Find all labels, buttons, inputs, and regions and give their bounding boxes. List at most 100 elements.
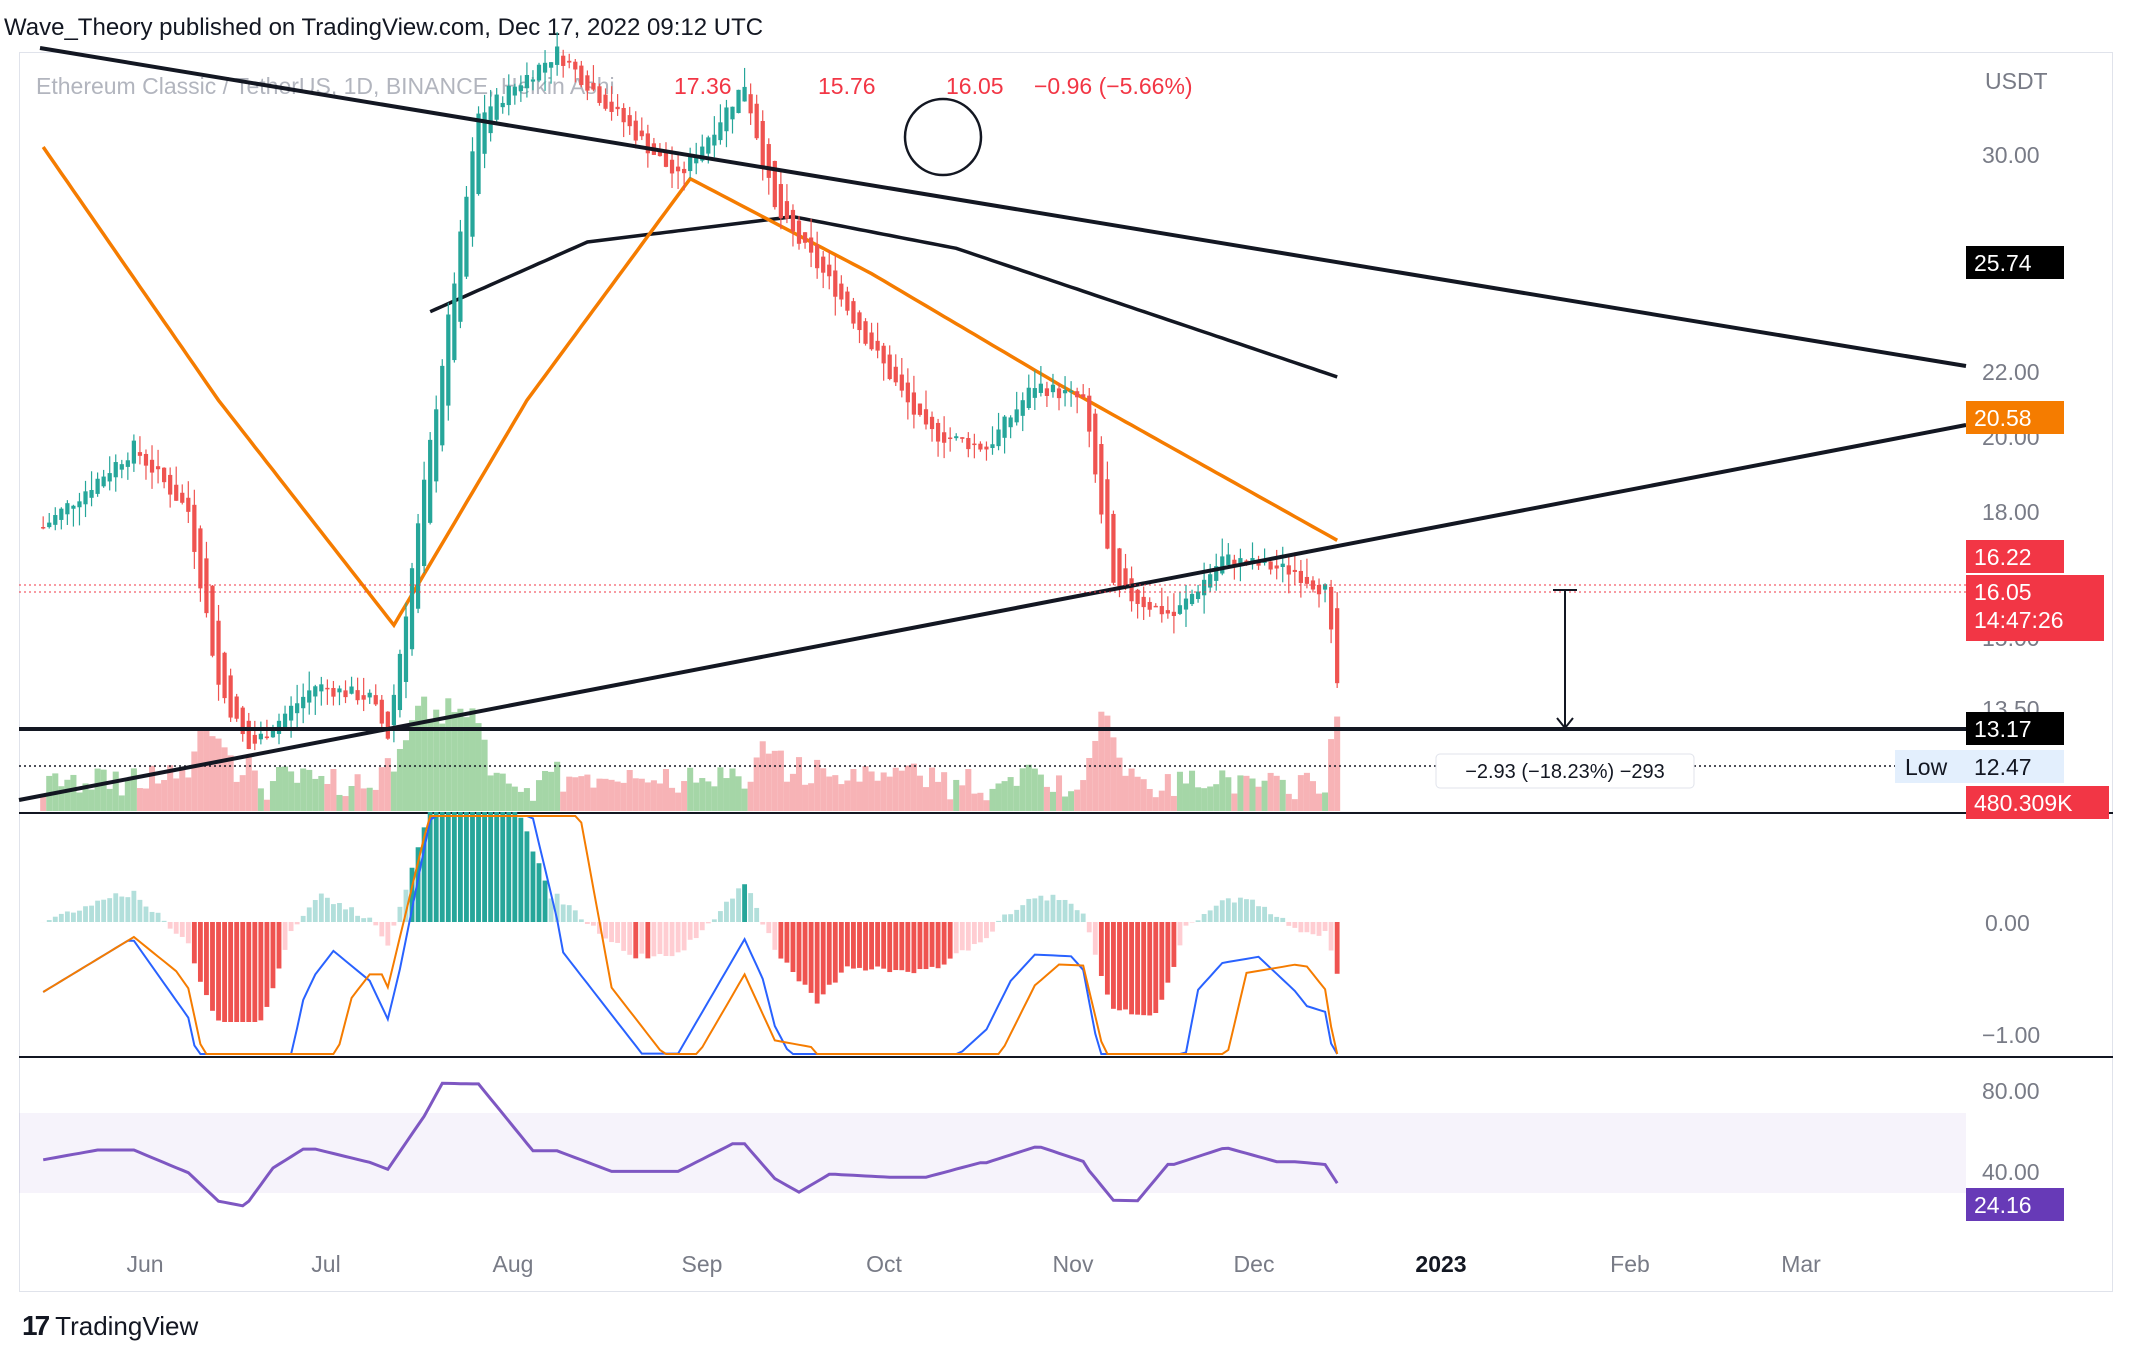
macd-histogram-bar [445, 812, 451, 922]
footer-brand-label: TradingView [55, 1310, 199, 1341]
candle-body [301, 696, 306, 709]
candle-body [1050, 384, 1056, 393]
legend-l-value: 15.76 [818, 73, 876, 99]
macd-histogram-bar [808, 922, 814, 993]
macd-histogram-bar [820, 922, 826, 995]
candle-body [966, 438, 971, 450]
rsi-band [19, 1113, 1966, 1193]
macd-histogram-bar [917, 922, 923, 970]
candle-body [675, 166, 681, 172]
volume-bar [161, 780, 168, 811]
volume-bar [517, 791, 524, 811]
macd-histogram-bar [832, 922, 838, 983]
macd-histogram-bar [1207, 910, 1213, 922]
macd-histogram-bar [197, 922, 203, 982]
volume-bar [965, 769, 972, 811]
candle-body [270, 730, 276, 738]
macd-histogram-bar [58, 913, 64, 922]
candle-body [579, 65, 584, 86]
candle-body [929, 416, 935, 430]
footer-brand[interactable]: 17 TradingView [22, 1310, 198, 1342]
candle-body [639, 130, 644, 137]
volume-bar [753, 757, 760, 811]
candle-body [1171, 611, 1177, 617]
macd-histogram-bar [984, 922, 989, 939]
macd-histogram-bar [663, 922, 669, 956]
volume-bar [142, 788, 150, 811]
volume-bar [1158, 790, 1165, 811]
candle-body [972, 443, 977, 446]
candle-body [954, 436, 959, 439]
macd-histogram-bar [427, 812, 433, 922]
candle-body [730, 106, 735, 120]
volume-bar [977, 792, 984, 811]
measure-label: −2.93 (−18.23%) −293 [1465, 761, 1665, 783]
volume-bar [596, 778, 603, 811]
volume-bar [336, 794, 343, 811]
candle-body [555, 46, 560, 65]
macd-histogram-bar [1201, 913, 1207, 922]
volume-bar [650, 780, 657, 811]
volume-bar [396, 748, 403, 811]
macd-histogram-bar [1171, 922, 1177, 967]
volume-bar [1007, 777, 1014, 811]
price-tick: 18.00 [1982, 499, 2040, 525]
candle-body [839, 283, 844, 300]
volume-bar [1134, 776, 1141, 811]
volume-bar [584, 774, 591, 811]
measure-tool[interactable]: −2.93 (−18.23%) −293 [1435, 589, 1695, 789]
time-axis[interactable]: Jun Jul Aug Sep Oct Nov Dec 2023 Feb Mar [126, 1251, 1821, 1277]
signal-line [42, 815, 1339, 1055]
candle-body [881, 345, 886, 364]
price-axis[interactable]: USDT 30.00 22.00 20.00 18.00 15.00 13.50… [1895, 68, 2109, 819]
candle-body [77, 501, 82, 508]
candle-body [428, 439, 433, 523]
candle-body [742, 86, 747, 102]
candle-body [1274, 565, 1279, 569]
volume-bar [1261, 780, 1268, 811]
volume-bar [427, 718, 434, 811]
annotation-circle[interactable] [903, 97, 983, 177]
volume-bar [1273, 775, 1280, 811]
volume-bar [886, 776, 893, 811]
candle-body [669, 159, 675, 174]
candle-body [216, 620, 221, 685]
volume-bar [505, 783, 512, 811]
candle-body [573, 61, 578, 70]
candle-body [168, 474, 173, 495]
rsi-tick: 40.00 [1982, 1159, 2040, 1185]
candle-body [1189, 593, 1195, 605]
macd-histogram-bar [167, 922, 173, 929]
volume-bar [1255, 786, 1262, 811]
last-price-tag [1966, 575, 2104, 641]
volume-bar [149, 765, 156, 811]
volume-bar [554, 761, 561, 811]
candle-body [682, 168, 687, 174]
macd-histogram-bar [881, 922, 887, 969]
candle-body [337, 688, 342, 693]
candle-body [893, 366, 898, 383]
macd-histogram-bar [1092, 922, 1098, 955]
candle-body [827, 264, 832, 277]
descending-trendline[interactable] [39, 46, 1967, 368]
candle-body [917, 403, 923, 415]
volume-bar [789, 773, 796, 811]
volume-bar [1328, 739, 1335, 811]
volume-bar [856, 781, 863, 811]
volume-bar [777, 750, 784, 811]
rsi-axis[interactable]: 80.00 40.00 24.16 [1966, 1078, 2064, 1221]
volume-bar [300, 768, 307, 811]
ascending-trendline[interactable] [18, 423, 1967, 802]
macd-histogram-bar [270, 922, 276, 989]
time-axis-label: Dec [1234, 1251, 1275, 1277]
ema200-price-tag-label: 25.74 [1974, 250, 2032, 276]
macd-histogram-bar [609, 922, 614, 943]
macd-histogram-bar [760, 922, 766, 925]
candle-body [415, 523, 421, 609]
volume-bar [1176, 771, 1183, 811]
macd-axis[interactable]: 0.00 −1.00 [1982, 910, 2040, 1048]
macd-histogram-bar [216, 922, 221, 1021]
macd-histogram-bar [355, 915, 361, 922]
volume-bar [898, 770, 905, 811]
